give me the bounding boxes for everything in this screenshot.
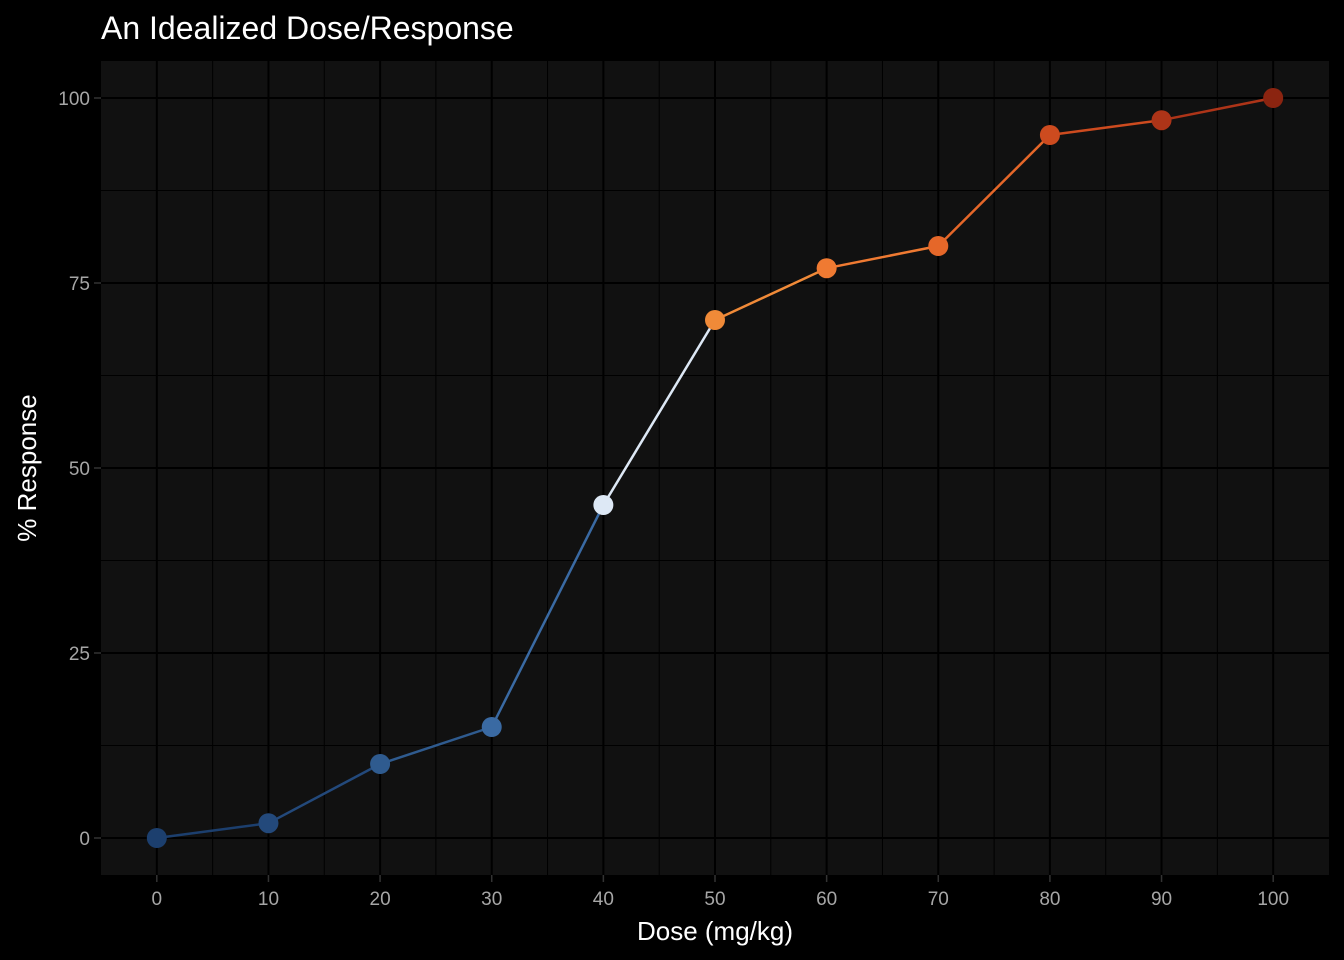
data-point xyxy=(1263,88,1284,108)
x-tick-label: 40 xyxy=(593,889,614,910)
x-axis-title: Dose (mg/kg) xyxy=(637,916,793,946)
y-tick-label: 25 xyxy=(69,644,90,665)
line-segment xyxy=(1160,96,1275,122)
x-tick-label: 10 xyxy=(258,889,279,910)
data-point xyxy=(370,754,391,774)
data-point xyxy=(481,717,502,737)
data-point xyxy=(258,813,279,834)
line-segment xyxy=(267,762,382,825)
line-segment xyxy=(490,503,605,729)
line-segment xyxy=(155,821,270,840)
data-point xyxy=(146,828,167,848)
line-segment xyxy=(713,266,828,322)
y-tick-labels: 0 25 50 75 100 xyxy=(58,89,90,850)
line-segment xyxy=(1048,118,1163,137)
y-tick-label: 50 xyxy=(69,459,90,480)
data-point xyxy=(816,258,837,279)
y-axis-title: % Response xyxy=(12,394,42,541)
x-tick-label: 30 xyxy=(481,889,502,910)
data-point xyxy=(1039,125,1060,145)
axis-ticks xyxy=(94,97,1274,882)
line-segment xyxy=(937,133,1052,248)
chart-title: An Idealized Dose/Response xyxy=(101,10,514,46)
line-segment xyxy=(825,244,940,270)
line-segment xyxy=(602,318,717,507)
series-line xyxy=(155,96,1275,840)
x-tick-label: 70 xyxy=(928,889,949,910)
y-tick-label: 0 xyxy=(79,829,90,850)
line-segment xyxy=(378,725,493,766)
y-tick-label: 100 xyxy=(58,89,90,110)
y-tick-label: 75 xyxy=(69,274,90,295)
x-tick-label: 20 xyxy=(370,889,391,910)
x-tick-labels: 0 10 20 30 40 50 60 70 80 90 100 xyxy=(152,889,1290,910)
x-tick-label: 90 xyxy=(1151,889,1172,910)
data-point xyxy=(1151,110,1172,131)
x-tick-label: 100 xyxy=(1257,889,1289,910)
major-gridlines xyxy=(101,61,1329,875)
data-point xyxy=(928,236,949,256)
x-tick-label: 60 xyxy=(816,889,837,910)
data-point xyxy=(593,495,614,515)
series-points xyxy=(146,88,1284,848)
data-point xyxy=(705,310,725,330)
x-tick-label: 80 xyxy=(1039,889,1060,910)
x-tick-label: 50 xyxy=(704,889,725,910)
x-tick-label: 0 xyxy=(152,889,163,910)
